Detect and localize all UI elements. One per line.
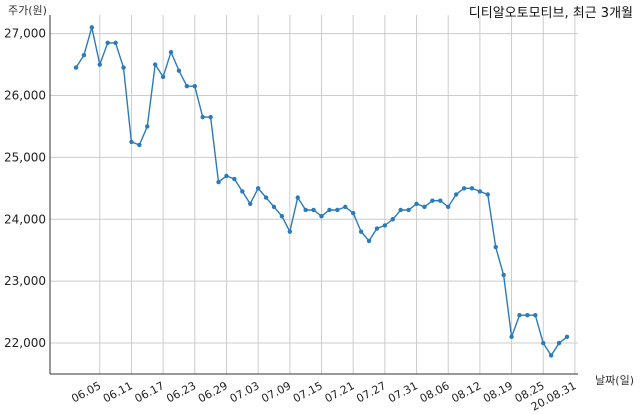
data-point <box>366 238 372 244</box>
y-tick-label: 26,000 <box>4 88 46 102</box>
axis-layer <box>49 15 578 375</box>
data-point <box>232 176 237 182</box>
data-point <box>556 340 562 346</box>
grid-layer <box>50 15 578 374</box>
data-point <box>509 334 514 340</box>
data-point <box>461 186 467 191</box>
data-point <box>255 186 261 191</box>
data-point <box>398 207 403 213</box>
y-tick-label: 24,000 <box>4 212 46 226</box>
data-point <box>160 74 166 80</box>
x-tick-label: 06.23 <box>164 379 198 405</box>
data-point <box>192 83 197 89</box>
x-tick-label: 06.11 <box>101 379 135 405</box>
data-point <box>129 139 134 145</box>
data-point <box>390 217 395 222</box>
data-point <box>564 334 570 340</box>
data-point <box>548 353 554 358</box>
x-tick-label: 08.12 <box>449 379 483 405</box>
data-point <box>137 142 142 148</box>
data-point <box>446 204 451 210</box>
data-point <box>97 62 102 67</box>
data-point <box>327 207 332 213</box>
data-point <box>145 124 150 129</box>
data-point <box>224 173 229 179</box>
series-layer <box>73 25 570 358</box>
data-point <box>501 272 506 278</box>
y-axis-title: 주가(원) <box>8 4 47 17</box>
data-point <box>89 25 95 30</box>
data-point <box>430 198 435 203</box>
data-point <box>414 201 419 206</box>
data-point <box>453 192 459 197</box>
data-point <box>525 312 530 318</box>
data-point <box>81 53 87 58</box>
data-point <box>533 312 538 318</box>
data-point <box>469 186 475 191</box>
x-tick-label: 07.27 <box>354 379 388 405</box>
data-point <box>541 340 546 346</box>
data-point <box>350 210 356 216</box>
data-point <box>73 65 79 70</box>
data-point <box>105 40 110 46</box>
data-point <box>374 226 380 231</box>
x-tick-label: 06.29 <box>196 379 230 405</box>
data-point <box>335 207 340 213</box>
data-point <box>438 198 443 203</box>
data-point <box>406 207 411 213</box>
data-point <box>303 207 308 213</box>
x-tick-label: 07.31 <box>386 379 420 405</box>
y-tick-label: 23,000 <box>4 274 46 288</box>
data-point <box>200 114 205 120</box>
data-point <box>121 65 126 70</box>
x-tick-label: 07.15 <box>291 379 325 405</box>
data-point <box>216 179 221 185</box>
data-point <box>477 189 483 194</box>
data-point <box>422 204 427 210</box>
data-point <box>263 195 269 200</box>
data-point <box>295 195 300 200</box>
data-point <box>184 83 190 89</box>
data-point <box>287 229 293 234</box>
data-point <box>168 49 174 55</box>
data-point <box>311 207 316 213</box>
data-point <box>113 40 118 46</box>
y-tick-label: 25,000 <box>4 150 46 164</box>
y-tick-label: 22,000 <box>4 336 46 350</box>
chart-title: 디티알오토모티브, 최근 3개월 <box>469 6 633 21</box>
data-point <box>279 213 285 219</box>
data-point <box>319 213 324 219</box>
data-point <box>240 189 245 194</box>
x-tick-label: 06.05 <box>69 379 103 405</box>
x-axis-title: 날짜(일) <box>595 373 634 387</box>
x-tick-label: 08.19 <box>481 379 515 405</box>
data-point <box>208 114 213 120</box>
data-point <box>248 201 253 206</box>
data-point <box>152 62 158 67</box>
x-tick-label: 07.03 <box>228 379 262 405</box>
data-point <box>176 68 182 73</box>
y-tick-label: 27,000 <box>4 27 46 41</box>
data-point <box>358 229 364 234</box>
data-point <box>382 223 388 228</box>
x-tick-label: 08.06 <box>418 379 452 405</box>
data-point <box>485 192 491 197</box>
data-point <box>271 204 277 210</box>
x-tick-label: 06.17 <box>133 379 167 405</box>
data-point <box>343 204 348 210</box>
data-point <box>517 312 522 318</box>
x-tick-label: 07.21 <box>323 379 357 405</box>
x-tick-label: 07.09 <box>259 379 293 405</box>
data-point <box>493 244 498 250</box>
